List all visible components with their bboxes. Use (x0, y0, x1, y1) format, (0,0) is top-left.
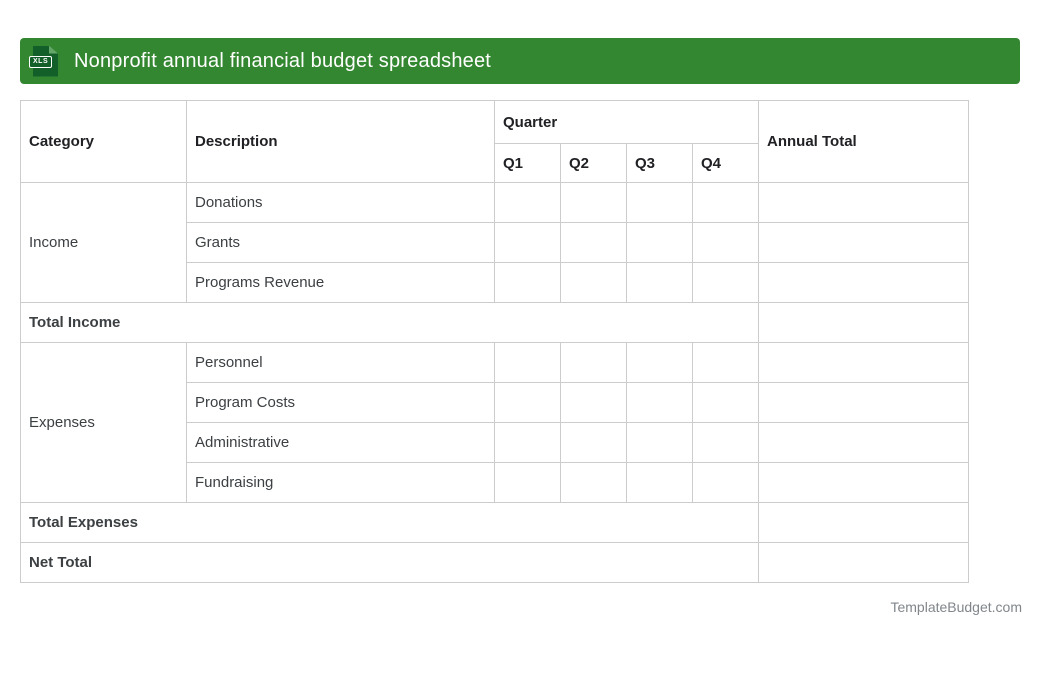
xls-file-icon: XLS (29, 45, 58, 77)
col-header-description: Description (186, 100, 495, 183)
description-cell: Grants (186, 222, 495, 263)
value-cell (560, 342, 627, 383)
value-cell (560, 182, 627, 223)
table-row-donations: Income Donations (20, 182, 969, 303)
value-cell (626, 262, 693, 303)
value-cell (692, 222, 759, 263)
value-cell (560, 222, 627, 263)
category-cell-expenses: Expenses (20, 342, 187, 503)
description-cell: Personnel (186, 342, 495, 383)
title-bar: XLS Nonprofit annual financial budget sp… (20, 38, 1020, 84)
net-total-label: Net Total (20, 542, 759, 583)
col-header-q3: Q3 (626, 143, 693, 183)
value-cell (626, 382, 693, 423)
description-cell: Administrative (186, 422, 495, 463)
site-credit: TemplateBudget.com (890, 599, 1022, 615)
value-cell (494, 462, 561, 503)
annual-total-cell (758, 262, 969, 303)
annual-total-cell (758, 462, 969, 503)
description-cell: Programs Revenue (186, 262, 495, 303)
xls-badge: XLS (29, 55, 53, 68)
footer: TemplateBudget.com (20, 599, 1022, 615)
value-cell (692, 462, 759, 503)
total-income-row: Total Income (20, 302, 969, 343)
value-cell (494, 222, 561, 263)
folded-corner (49, 45, 58, 54)
col-header-q1: Q1 (494, 143, 561, 183)
table-row-administrative: Administrative (21, 422, 969, 463)
value-cell (692, 182, 759, 223)
value-cell (494, 342, 561, 383)
annual-total-cell (758, 502, 969, 543)
value-cell (692, 382, 759, 423)
annual-total-cell (758, 422, 969, 463)
value-cell (692, 262, 759, 303)
page-title: Nonprofit annual financial budget spread… (74, 49, 492, 72)
annual-total-cell (758, 342, 969, 383)
table-row-program-costs: Program Costs (21, 382, 969, 423)
budget-table: Category Description Quarter Annual Tota… (20, 100, 969, 583)
value-cell (494, 182, 561, 223)
table-row-personnel: Expenses Personnel (20, 342, 969, 503)
value-cell (560, 262, 627, 303)
value-cell (494, 422, 561, 463)
col-header-category: Category (20, 100, 187, 183)
value-cell (692, 422, 759, 463)
value-cell (560, 422, 627, 463)
net-total-row: Net Total (20, 542, 969, 583)
annual-total-cell (758, 542, 969, 583)
value-cell (626, 182, 693, 223)
value-cell (692, 342, 759, 383)
value-cell (494, 382, 561, 423)
value-cell (626, 462, 693, 503)
description-cell: Donations (186, 182, 495, 223)
value-cell (560, 382, 627, 423)
value-cell (560, 462, 627, 503)
total-income-label: Total Income (20, 302, 759, 343)
value-cell (494, 262, 561, 303)
description-cell: Program Costs (186, 382, 495, 423)
total-expenses-label: Total Expenses (20, 502, 759, 543)
col-header-q4: Q4 (692, 143, 759, 183)
annual-total-cell (758, 182, 969, 223)
annual-total-cell (758, 382, 969, 423)
annual-total-cell (758, 302, 969, 343)
category-cell-income: Income (20, 182, 187, 303)
value-cell (626, 422, 693, 463)
description-cell: Fundraising (186, 462, 495, 503)
table-row-programs-revenue: Programs Revenue (21, 262, 969, 303)
value-cell (626, 342, 693, 383)
col-header-quarter-group: Quarter (494, 100, 759, 144)
annual-total-cell (758, 222, 969, 263)
value-cell (626, 222, 693, 263)
total-expenses-row: Total Expenses (20, 502, 969, 543)
col-header-q2: Q2 (560, 143, 627, 183)
col-header-annual-total: Annual Total (758, 100, 969, 183)
